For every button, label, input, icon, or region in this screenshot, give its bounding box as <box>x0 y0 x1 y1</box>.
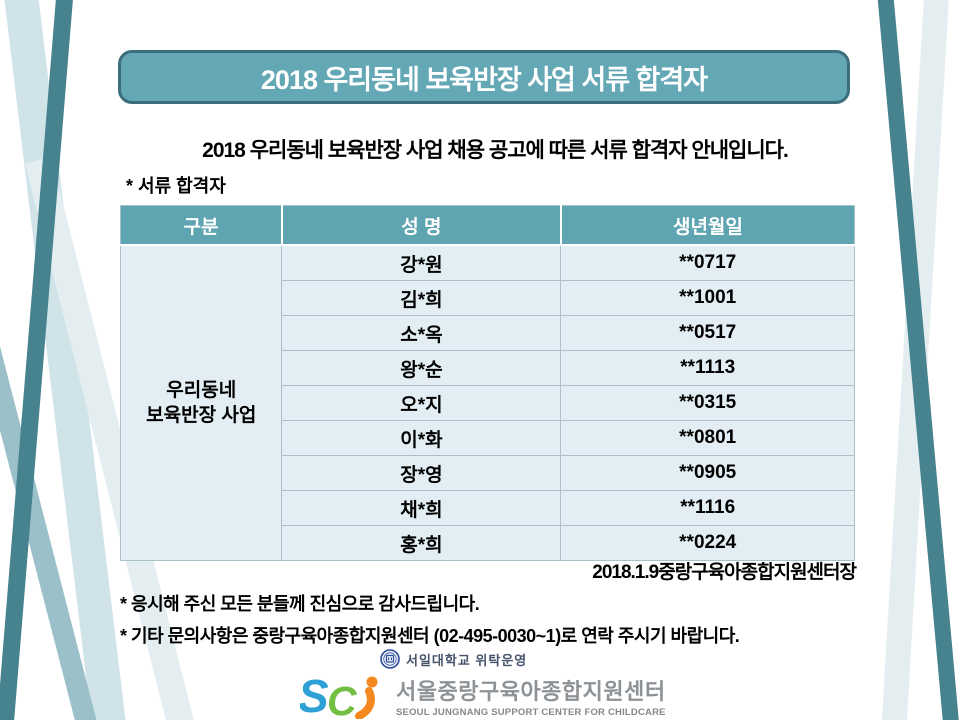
col-header-name: 성 명 <box>280 205 561 246</box>
ribbon-left-light <box>4 0 126 720</box>
ribbon-right-dark <box>877 0 959 720</box>
birthdate-cell: **1001 <box>560 280 855 316</box>
name-cell: 이*화 <box>281 420 562 456</box>
col-header-category: 구분 <box>119 205 282 246</box>
org-name-ko: 서울중랑구육아종합지원센터 <box>396 679 666 704</box>
table-row: 소*옥 **0517 <box>121 315 855 351</box>
org-name-en: SEOUL JUNGNANG SUPPORT CENTER FOR CHILDC… <box>396 707 666 718</box>
operator-label: 서일대학교 위탁운영 <box>406 652 528 668</box>
name-cell: 홍*희 <box>281 525 562 561</box>
name-cell: 김*희 <box>281 280 562 316</box>
name-cell: 왕*순 <box>281 350 562 386</box>
subtitle: 2018 우리동네 보육반장 사업 채용 공고에 따른 서류 합격자 안내입니다… <box>202 139 789 162</box>
name-cell: 강*원 <box>281 244 562 281</box>
org-logo-block: 서일대학교 위탁운영 S C 서울중랑구육아종합지원센터 SEOUL JUNGN… <box>300 648 680 719</box>
logo-letter-s: S <box>300 671 329 719</box>
table-row: 홍*희 **0224 <box>121 525 855 561</box>
logo-letter-c: C <box>327 678 358 719</box>
birthdate-cell: **0717 <box>560 244 855 281</box>
birthdate-cell: **0905 <box>560 455 855 491</box>
birthdate-cell: **1116 <box>560 490 855 526</box>
birthdate-cell: **0315 <box>560 385 855 421</box>
operator-line: 서일대학교 위탁운영 <box>300 648 680 670</box>
col-header-birthdate: 생년월일 <box>559 205 855 246</box>
page-title: 2018 우리동네 보육반장 사업 서류 합격자 <box>260 64 708 95</box>
name-cell: 오*지 <box>281 385 562 421</box>
table-row: 김*희 **1001 <box>121 280 855 316</box>
birthdate-cell: **0801 <box>560 420 855 456</box>
header-row: 구분 성 명 생년월일 <box>119 205 855 246</box>
table-row: 왕*순 **1113 <box>121 350 855 386</box>
category-line2: 보육반장 사업 <box>146 405 257 426</box>
category-cell: 우리동네 보육반장 사업 <box>119 244 283 561</box>
name-cell: 장*영 <box>281 455 562 491</box>
org-text: 서울중랑구육아종합지원센터 SEOUL JUNGNANG SUPPORT CEN… <box>396 674 666 718</box>
birthdate-cell: **0517 <box>560 315 855 351</box>
name-cell: 채*희 <box>281 490 562 526</box>
table-row: 장*영 **0905 <box>121 455 855 491</box>
ribbon-left-pale <box>24 156 194 720</box>
org-name-line: S C 서울중랑구육아종합지원센터 SEOUL JUNGNANG SUPPORT… <box>300 671 680 719</box>
logo-figure-head <box>366 676 378 688</box>
birthdate-cell: **0224 <box>560 525 855 561</box>
ribbon-left-dark <box>0 0 73 720</box>
table-row: 채*희 **1116 <box>121 490 855 526</box>
logo-figure-body <box>355 687 375 719</box>
table-row: 우리동네 보육반장 사업 강*원 **0717 <box>119 244 855 561</box>
section-label: * 서류 합격자 <box>126 176 226 196</box>
table-row: 오*지 **0315 <box>121 385 855 421</box>
sci-logo-icon: S C <box>300 671 378 719</box>
ribbon-left-medium <box>0 346 97 720</box>
table-row: 이*화 **0801 <box>121 420 855 456</box>
note-contact: * 기타 문의사항은 중랑구육아종합지원센터 (02-495-0030~1)로 … <box>120 626 740 646</box>
date-signature: 2018.1.9중랑구육아종합지원센터장 <box>592 562 857 583</box>
name-cell: 소*옥 <box>281 315 562 351</box>
results-table: 구분 성 명 생년월일 우리동네 보육반장 사업 강*원 **0717 김*희 … <box>119 205 855 561</box>
note-thanks: * 응시해 주신 모든 분들께 진심으로 감사드립니다. <box>120 594 480 614</box>
category-line1: 우리동네 <box>166 380 237 401</box>
birthdate-cell: **1113 <box>560 350 855 386</box>
title-banner: 2018 우리동네 보육반장 사업 서류 합격자 <box>118 50 850 104</box>
university-seal-icon <box>380 649 400 669</box>
